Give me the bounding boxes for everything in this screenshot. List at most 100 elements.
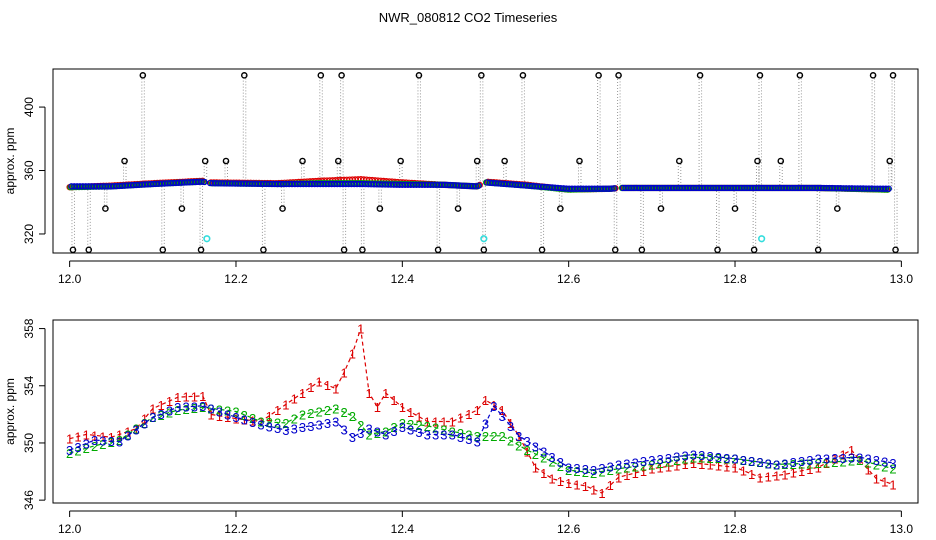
series-2-point-label: 2 — [698, 451, 705, 466]
series-1-point-label: 1 — [99, 429, 106, 444]
series-3-point-label: 3 — [864, 452, 871, 467]
calibration-point — [197, 246, 205, 253]
series-1-point-label: 1 — [806, 462, 813, 477]
top-y-tick-label: 320 — [22, 224, 36, 244]
low-flow-point — [203, 235, 211, 243]
series-1-point-label: 1 — [216, 409, 223, 424]
series-3-point-label: 3 — [83, 436, 90, 451]
series-2-point-label: 2 — [790, 457, 797, 472]
series-3-point-label: 3 — [881, 455, 888, 470]
calibration-point — [139, 72, 147, 79]
series-2-point-label: 2 — [91, 439, 98, 454]
series-1-point-label: 1 — [715, 459, 722, 474]
series-1-point-label: 1 — [457, 411, 464, 426]
series-2-point-label: 2 — [482, 429, 489, 444]
series-2-point-label: 2 — [856, 453, 863, 468]
series-1-point-label: 1 — [623, 468, 630, 483]
series-2-point-label: 2 — [108, 435, 115, 450]
series-2-point-label: 2 — [615, 462, 622, 477]
series-1-point-label: 1 — [174, 390, 181, 405]
series-3-point-label: 3 — [615, 457, 622, 472]
series-3-point-label: 3 — [582, 462, 589, 477]
calibration-point — [397, 157, 404, 165]
calibration-point — [611, 246, 619, 253]
series-1-point-label: 1 — [141, 412, 148, 427]
series-3-point-label: 3 — [158, 407, 165, 422]
series-line-3 — [69, 404, 894, 471]
series-3-point-label: 3 — [382, 427, 389, 442]
series-2-point-label: 2 — [291, 412, 298, 427]
series-2-point-label: 2 — [166, 405, 173, 420]
series-2-point-label: 2 — [765, 456, 772, 471]
series-1-point-label: 1 — [657, 461, 664, 476]
series-1-point-label: 1 — [241, 413, 248, 428]
series-3-point-label: 3 — [623, 456, 630, 471]
calibration-point — [595, 72, 602, 79]
series-2-point-label: 2 — [182, 402, 189, 417]
calibration-point — [754, 157, 761, 165]
series-3-point-label: 3 — [282, 423, 289, 438]
series-3-point-label: 3 — [457, 430, 464, 445]
series-3-point-label: 3 — [415, 425, 422, 440]
calibration-point — [240, 72, 248, 79]
series-1-point-label: 1 — [424, 415, 431, 430]
series-3-point-label: 3 — [91, 433, 98, 448]
series-3-point-label: 3 — [307, 419, 314, 434]
series-3-point-label: 3 — [798, 454, 805, 469]
calibration-point — [869, 72, 877, 79]
series-1-point-label: 1 — [490, 398, 497, 413]
series-2-point-label: 2 — [573, 464, 580, 479]
series-2-point-label: 2 — [848, 454, 855, 469]
series-3-point-label: 3 — [449, 427, 456, 442]
series-1-point-label: 1 — [332, 382, 339, 397]
series-line-1 — [69, 328, 894, 494]
calibration-point — [796, 72, 804, 79]
series-3-point-label: 3 — [823, 451, 830, 466]
series-3-point-label: 3 — [249, 415, 256, 430]
series-2-point-label: 2 — [840, 454, 847, 469]
series-3-point-label: 3 — [174, 400, 181, 415]
series-2-point-label: 2 — [657, 456, 664, 471]
top-x-tick-label: 12.6 — [557, 272, 581, 286]
calibration-point — [892, 246, 899, 253]
series-3-point-label: 3 — [191, 399, 198, 414]
series-1-point-label: 1 — [499, 403, 506, 418]
calibration-point — [777, 157, 785, 165]
calibration-point — [538, 246, 546, 253]
series-1-point-label: 1 — [565, 476, 572, 491]
series-3-point-label: 3 — [74, 440, 81, 455]
series-1-point-label: 1 — [390, 393, 397, 408]
series-1-point-label: 1 — [748, 467, 755, 482]
series-1-point-label: 1 — [765, 469, 772, 484]
series-1-point-label: 1 — [831, 452, 838, 467]
series-1-point-label: 1 — [399, 400, 406, 415]
series-3-point-label: 3 — [182, 400, 189, 415]
series-3-point-label: 3 — [889, 456, 896, 471]
series-2-point-label: 2 — [881, 460, 888, 475]
series-1-point-label: 1 — [182, 390, 189, 405]
series-3-point-label: 3 — [324, 416, 331, 431]
series-3-point-label: 3 — [424, 427, 431, 442]
series-2-point-label: 2 — [66, 446, 73, 461]
series-2-point-label: 2 — [232, 405, 239, 420]
series-2-point-label: 2 — [174, 403, 181, 418]
series-2-point-label: 2 — [407, 417, 414, 432]
series-3-point-label: 3 — [241, 413, 248, 428]
calibration-point — [159, 246, 167, 253]
series-2-point-label: 2 — [474, 429, 481, 444]
bottom-y-tick-label: 350 — [22, 433, 36, 453]
calibration-point — [317, 72, 325, 79]
series-2-point-label: 2 — [357, 418, 364, 433]
series-3-point-label: 3 — [224, 407, 231, 422]
series-2-point-label: 2 — [873, 457, 880, 472]
bottom-x-tick-label: 12.8 — [723, 522, 747, 536]
calibration-point — [557, 205, 564, 212]
series-3-point-label: 3 — [515, 429, 522, 444]
series-3-point-label: 3 — [116, 435, 123, 450]
calibration-point — [473, 157, 481, 165]
calibration-point — [260, 246, 267, 253]
top-x-tick-label: 13.0 — [890, 272, 914, 286]
series-2-point-label: 2 — [299, 407, 306, 422]
calibration-point — [814, 246, 822, 253]
